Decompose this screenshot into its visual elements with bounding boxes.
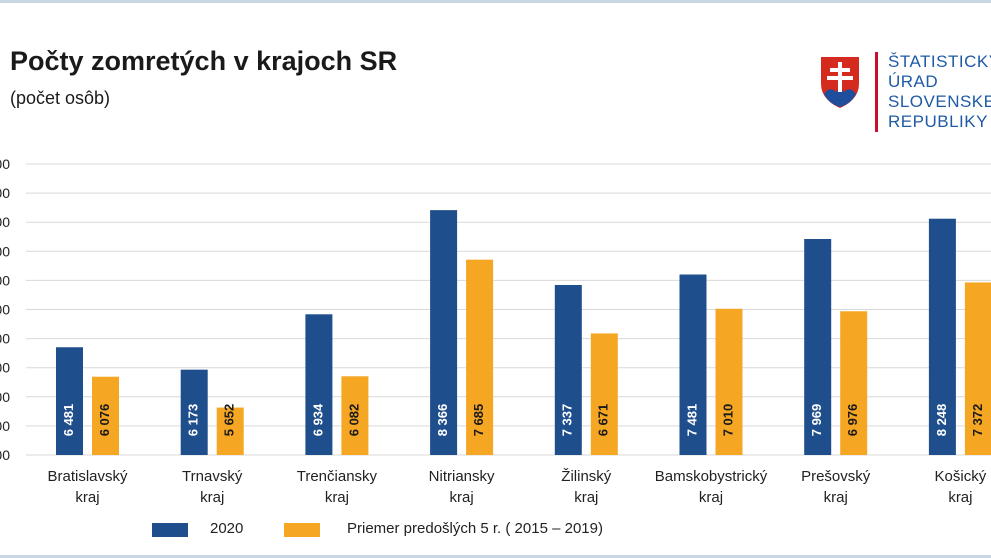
y-tick-label: 8200 [0,214,10,230]
x-category-label: Nitriansky [429,468,495,485]
bars: 6 481 6 076 6 173 5 652 6 934 6 082 8 366 7 685… [56,210,991,455]
y-tick-label: 9000 [0,156,10,172]
bar-value-label: 5 652 [222,404,237,437]
bar [466,259,494,455]
bar [56,347,83,455]
chart-subtitle: (počet osôb) [10,88,111,108]
x-category-label: kraj [699,489,723,506]
x-axis-labels: Bratislavský kraj Trnavský kraj Trenčiansky k… [47,468,986,506]
bar [554,284,582,455]
y-tick-label: 5800 [0,389,10,405]
x-category-label: Bamskobystrický [655,468,768,485]
x-category-label: kraj [200,489,224,506]
logo-divider [875,52,878,132]
y-tick-label: 7400 [0,272,10,288]
y-tick-label: 6200 [0,360,10,376]
bar [590,333,618,455]
bar-value-label: 7 969 [809,404,824,437]
bar-value-label: 6 671 [596,404,611,437]
x-category-label: Trnavský [182,468,243,485]
logo-line-1: ŠTATISTICKÝ [888,52,991,71]
logo-line-4: REPUBLIKY [888,112,988,131]
bar-value-label: 7 685 [471,404,486,437]
bar [430,210,458,455]
y-tick-label: 6600 [0,331,10,347]
x-category-label: kraj [75,489,99,506]
bar-value-label: 8 248 [934,404,949,437]
legend-swatch-2020 [152,523,188,537]
x-category-label: Žilinský [561,468,612,485]
x-category-label: kraj [948,489,972,506]
bar [840,311,868,455]
y-tick-label: 5400 [0,418,10,434]
bar-value-label: 6 173 [186,404,201,437]
chart-title: Počty zomretých v krajoch SR [10,46,398,76]
x-category-label: kraj [325,489,349,506]
bar-value-label: 6 076 [97,404,112,437]
bar [180,369,208,455]
bar-value-label: 6 481 [61,404,76,437]
bar [964,282,991,455]
y-tick-label: 8600 [0,185,10,201]
statistical-office-logo: ŠTATISTICKÝ ÚRAD SLOVENSKEJ REPUBLIKY [818,52,991,134]
bar [92,376,119,455]
legend-swatch-average [284,523,320,537]
bar [804,239,832,455]
bar [928,218,956,455]
bar [341,376,369,455]
y-tick-label: 7800 [0,243,10,259]
top-border [0,0,991,3]
bottom-border [0,555,991,558]
bar-value-label: 6 976 [845,404,860,437]
x-category-label: Prešovský [801,468,871,485]
x-category-label: Košický [935,468,987,485]
slovak-coat-of-arms-icon [819,55,861,110]
logo-text: ŠTATISTICKÝ ÚRAD SLOVENSKEJ REPUBLIKY [888,52,991,132]
legend-label-2020: 2020 [210,520,244,537]
bar [715,308,743,455]
bar-value-label: 7 010 [720,404,735,437]
bar [679,274,707,455]
legend-label-average: Priemer predošlých 5 r. ( 2015 – 2019) [347,520,603,537]
bar-value-label: 7 481 [684,404,699,437]
logo-line-2: ÚRAD [888,72,939,91]
y-tick-label: 7000 [0,302,10,318]
x-category-label: kraj [450,489,474,506]
bar [216,407,244,455]
bar-value-label: 7 337 [560,404,575,437]
bar-value-label: 6 082 [346,404,361,437]
x-category-label: kraj [824,489,848,506]
y-axis-ticks: 5000 5400 5800 6200 6600 7000 7400 7800 8200 8600… [0,156,10,463]
bar [305,314,333,455]
x-category-label: Bratislavský [47,468,128,485]
x-category-label: Trenčiansky [297,468,378,485]
bar-value-label: 7 372 [970,404,985,437]
x-category-label: kraj [574,489,598,506]
y-tick-label: 5000 [0,447,10,463]
logo-line-3: SLOVENSKEJ [888,92,991,111]
bar-value-label: 8 366 [435,404,450,437]
bar-value-label: 6 934 [310,403,325,436]
